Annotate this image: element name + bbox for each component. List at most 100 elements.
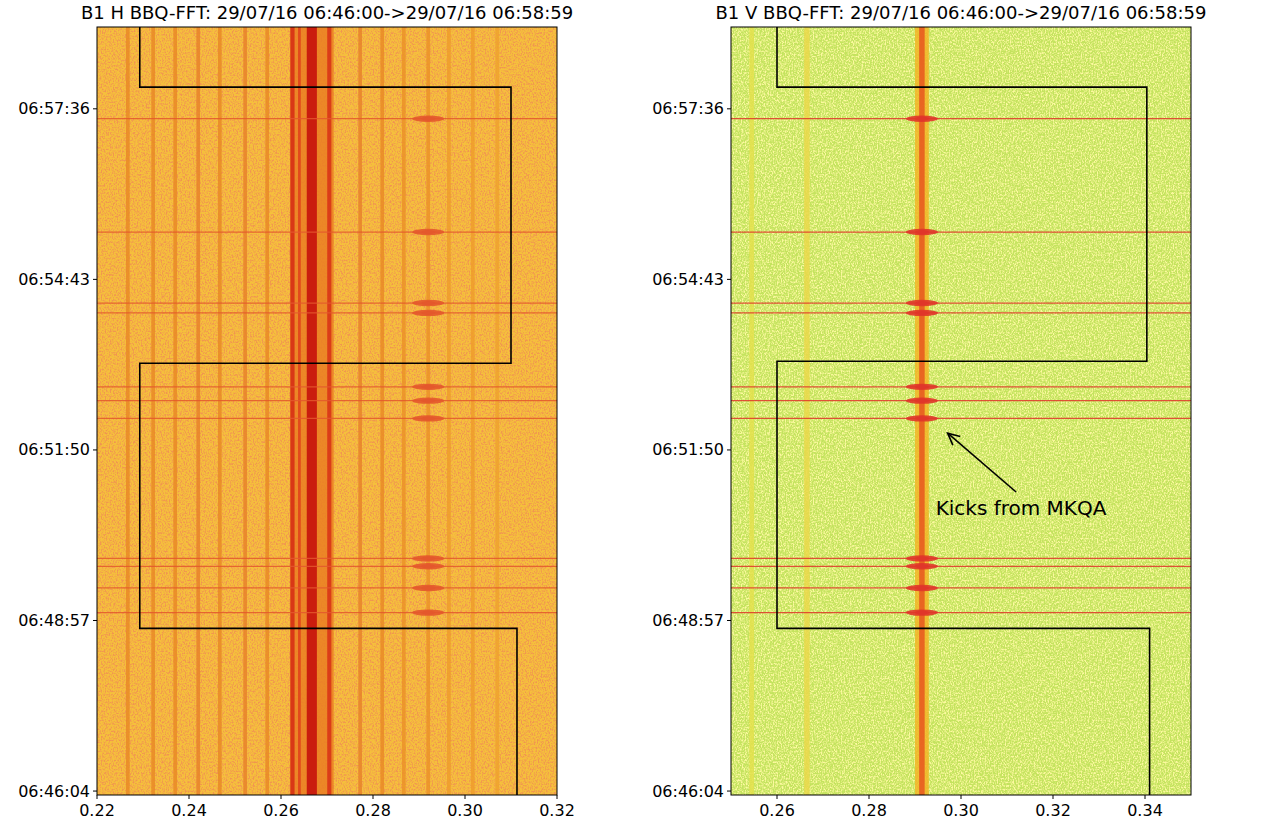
- kick-line: [97, 302, 557, 303]
- x-tick-label: 0.26: [263, 801, 299, 820]
- spectral-line: [243, 27, 247, 795]
- x-tick-label: 0.28: [851, 801, 887, 820]
- kick-response: [906, 229, 938, 235]
- x-tick-label: 0.32: [1035, 801, 1071, 820]
- spectral-line: [173, 27, 177, 795]
- kick-core: [915, 416, 929, 420]
- y-tick: [727, 279, 731, 280]
- title: B1 V BBQ-FFT: 29/07/16 06:46:00->29/07/1…: [715, 2, 1206, 23]
- spectral-line: [402, 27, 406, 795]
- plot-area: [97, 27, 557, 795]
- spectral-line: [426, 27, 430, 795]
- y-tick: [93, 620, 97, 621]
- x-tick-label: 0.32: [539, 801, 575, 820]
- kick-core: [915, 117, 929, 121]
- x-tick-label: 0.34: [1127, 801, 1163, 820]
- kick-response: [906, 115, 938, 121]
- figure: 0.22 0.24 0.26 0.28 0.30 0.32 06:46:04 06:48:57…: [0, 0, 1273, 829]
- kick-line: [731, 558, 1191, 559]
- kick-line: [731, 418, 1191, 419]
- x-tick-label: 0.30: [943, 801, 979, 820]
- kick-core: [915, 399, 929, 403]
- kick-line: [731, 566, 1191, 567]
- x-tick-label: 0.22: [79, 801, 115, 820]
- spectral-line: [919, 27, 925, 795]
- x-tick: [465, 795, 466, 799]
- y-tick-label: 06:54:43: [652, 270, 724, 289]
- y-tick-label: 06:48:57: [652, 611, 724, 630]
- kick-response: [412, 300, 444, 306]
- kick-core: [915, 385, 929, 389]
- spectral-line: [290, 27, 294, 795]
- kick-line: [731, 302, 1191, 303]
- x-tick: [777, 795, 778, 799]
- y-tick-label: 06:51:50: [652, 440, 724, 459]
- x-tick: [189, 795, 190, 799]
- plot-area: [731, 27, 1191, 795]
- spectral-line: [447, 27, 451, 795]
- y-tick-label: 06:46:04: [652, 782, 724, 801]
- kick-response: [412, 415, 444, 421]
- x-tick-label: 0.28: [355, 801, 391, 820]
- y-tick: [93, 791, 97, 792]
- kick-response: [906, 310, 938, 316]
- noise-texture: [97, 27, 557, 795]
- kick-response: [412, 397, 444, 403]
- kick-line: [97, 400, 557, 401]
- step-line: [777, 27, 1150, 795]
- kick-core: [915, 556, 929, 560]
- kick-line: [731, 118, 1191, 119]
- x-tick-label: 0.24: [171, 801, 207, 820]
- spectral-line: [196, 27, 200, 795]
- panel: 0.26 0.28 0.30 0.32 0.34 06:46:04 06:48:57 06:5…: [652, 2, 1206, 820]
- x-tick-label: 0.26: [759, 801, 795, 820]
- y-tick-label: 06:54:43: [18, 270, 90, 289]
- spectral-line: [327, 27, 331, 795]
- y-tick-label: 06:57:36: [652, 99, 724, 118]
- y-tick: [93, 449, 97, 450]
- kick-core: [421, 117, 435, 121]
- kick-response: [412, 310, 444, 316]
- kick-line: [731, 587, 1191, 588]
- kick-line: [731, 386, 1191, 387]
- panel: 0.220.240.260.280.300.3206:46:0406:48:57…: [18, 2, 575, 820]
- y-tick-label: 06:48:57: [18, 611, 90, 630]
- kick-core: [915, 230, 929, 234]
- spectral-line: [126, 27, 130, 795]
- kick-core: [915, 611, 929, 615]
- frame: [731, 27, 1191, 795]
- kick-response: [906, 300, 938, 306]
- spectral-line: [380, 27, 384, 795]
- y-tick-label: 06:57:36: [18, 99, 90, 118]
- spectral-line: [218, 27, 222, 795]
- kick-line: [97, 386, 557, 387]
- x-tick: [557, 795, 558, 799]
- x-tick: [1053, 795, 1054, 799]
- x-tick: [961, 795, 962, 799]
- kick-response: [906, 555, 938, 561]
- spectral-line: [265, 27, 269, 795]
- y-tick-label: 06:51:50: [18, 440, 90, 459]
- kick-core: [421, 564, 435, 568]
- kick-response: [412, 115, 444, 121]
- kick-core: [421, 230, 435, 234]
- kick-response: [412, 585, 444, 591]
- spectral-line: [307, 27, 317, 795]
- kick-line: [97, 312, 557, 313]
- kick-response: [412, 229, 444, 235]
- kick-response: [906, 585, 938, 591]
- kick-core: [421, 611, 435, 615]
- kick-line: [97, 418, 557, 419]
- spectral-line: [358, 27, 362, 795]
- spectral-line: [298, 27, 301, 795]
- kick-core: [421, 311, 435, 315]
- plot-background: [97, 27, 557, 795]
- noise-texture: [731, 27, 1191, 795]
- kick-core: [915, 586, 929, 590]
- step-line: [140, 27, 517, 795]
- x-tick: [869, 795, 870, 799]
- kick-line: [731, 400, 1191, 401]
- annotation-arrowhead: [948, 433, 961, 445]
- y-tick: [727, 620, 731, 621]
- spectral-line: [804, 27, 810, 795]
